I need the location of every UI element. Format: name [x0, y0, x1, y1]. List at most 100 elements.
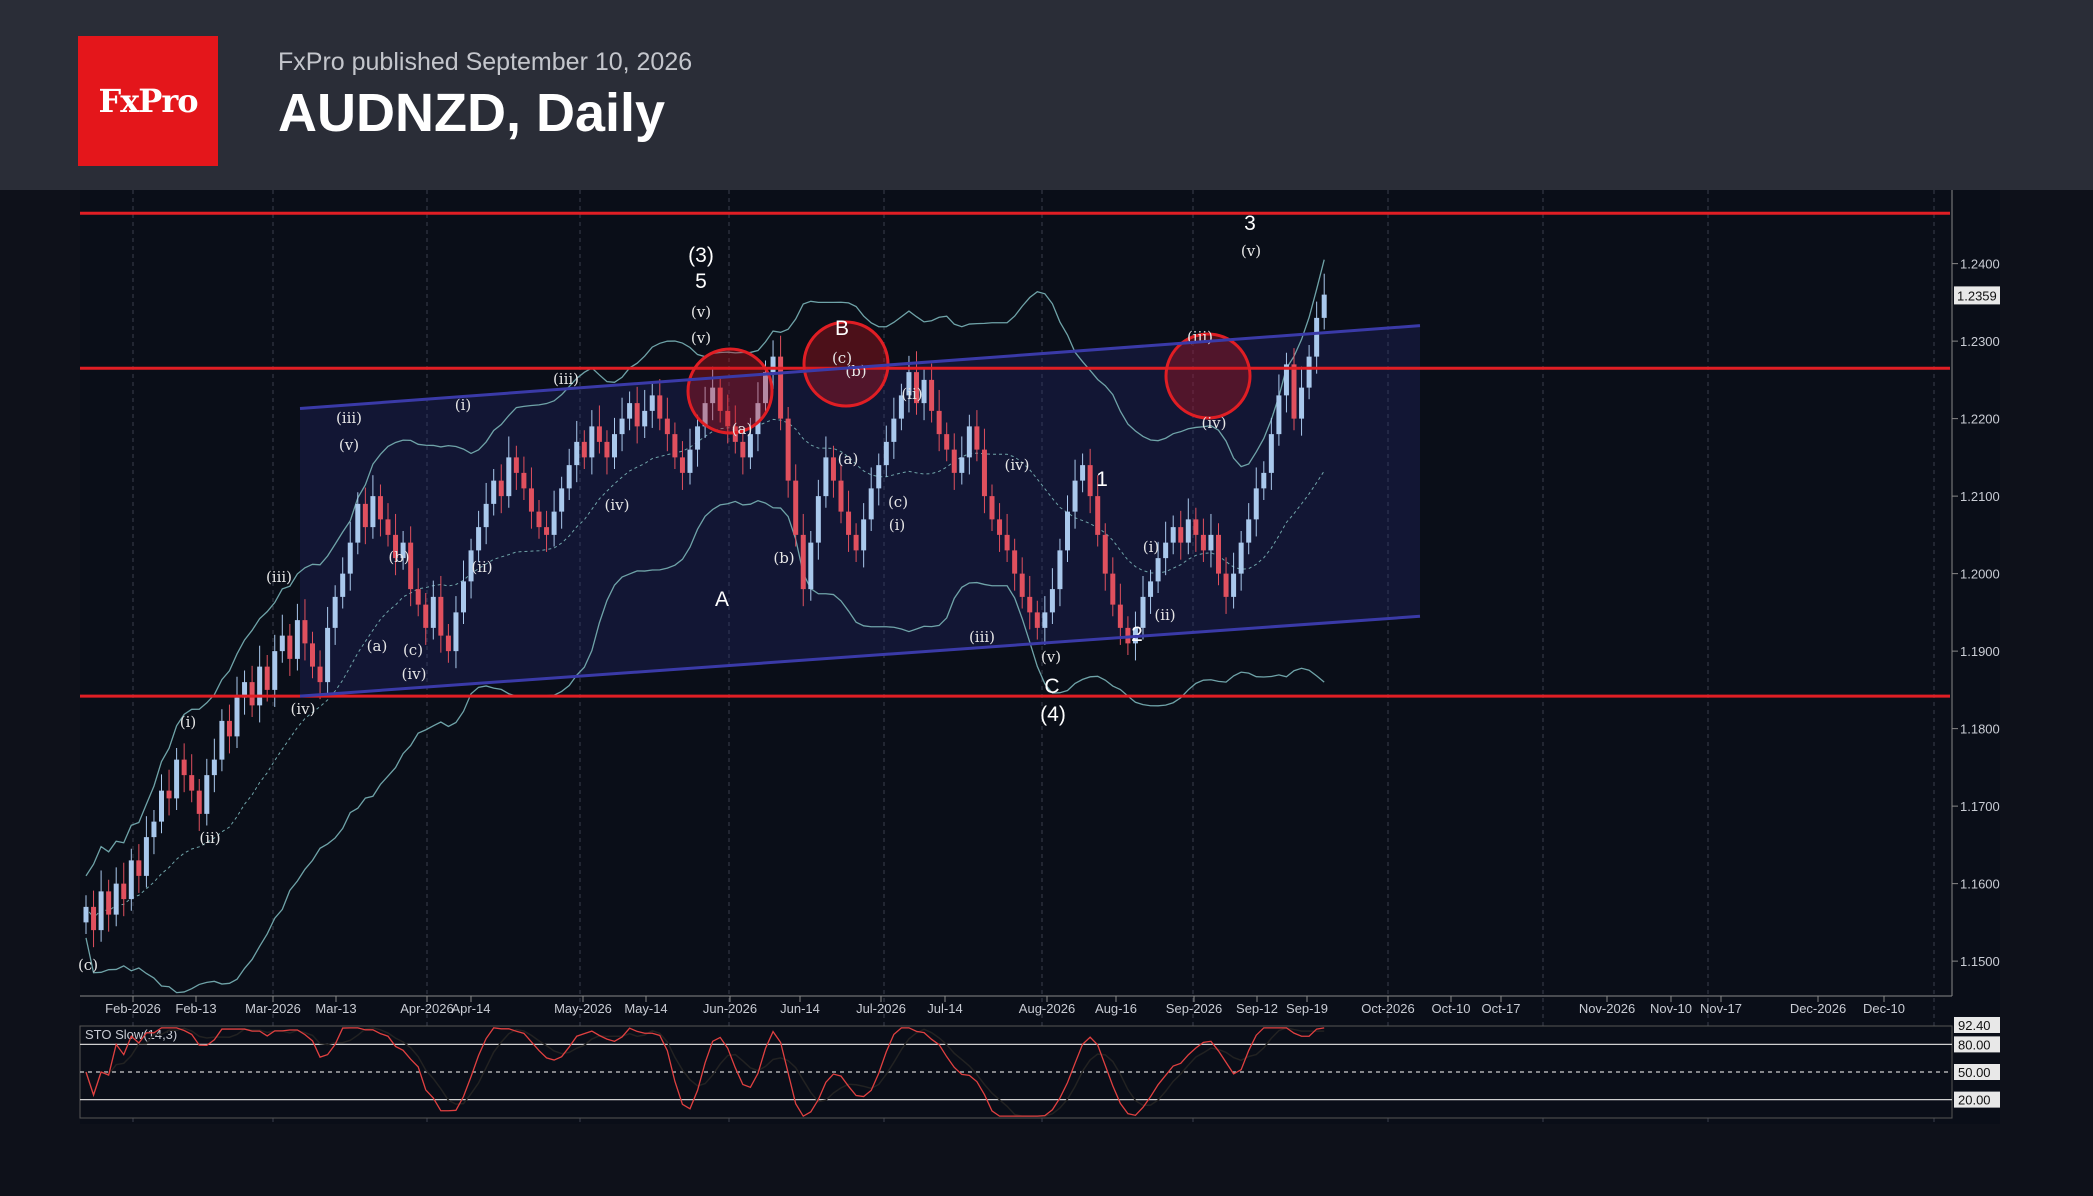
- candle-body: [287, 635, 293, 659]
- candle-body: [1148, 581, 1154, 597]
- candle-body: [755, 403, 761, 435]
- candle-body: [1027, 596, 1033, 613]
- time-tick-label: Dec-2026: [1790, 1001, 1846, 1016]
- channel-upper-line: [299, 324, 1421, 411]
- candle-body: [649, 395, 655, 411]
- wave-label: (ii): [901, 385, 922, 403]
- price-tick-label: 1.1800: [1960, 722, 2000, 737]
- wave-label: B: [835, 317, 849, 340]
- candle-body: [226, 720, 232, 737]
- candle-body: [642, 410, 648, 427]
- candle-body: [1314, 317, 1320, 357]
- candle-body: [830, 457, 836, 481]
- candle-body: [914, 372, 919, 404]
- candle-body: [717, 387, 723, 411]
- candle-body: [430, 596, 436, 628]
- candle-body: [846, 511, 852, 535]
- time-tick-label: Jun-14: [780, 1001, 820, 1016]
- candle-body: [823, 457, 829, 497]
- candle-body: [966, 426, 972, 458]
- candle-body: [1299, 387, 1305, 419]
- candle-body: [317, 666, 323, 683]
- candle-body: [679, 457, 685, 473]
- candle-body: [151, 821, 157, 838]
- fxpro-logo: FxPro: [78, 36, 218, 166]
- candle-body: [1268, 434, 1274, 473]
- candle-body: [159, 790, 164, 822]
- candle-body: [423, 604, 429, 628]
- candle-body: [1034, 612, 1040, 628]
- stoch-level-box: [1954, 1091, 2000, 1108]
- candle-body: [211, 759, 217, 776]
- candle-body: [657, 395, 663, 419]
- stoch-level-box: [1954, 1064, 2000, 1080]
- candle-body: [989, 496, 995, 520]
- stochastic-panel: 80.00 50.00 20.00 92.40 STO Slow(14,3): [79, 1016, 2000, 1119]
- candle-body: [929, 379, 935, 411]
- highlight-circles: [686, 320, 1252, 435]
- candle-body: [1216, 534, 1221, 574]
- last-price-label: 1.2359: [1957, 288, 1997, 303]
- candle-body: [242, 682, 248, 698]
- candle-body: [393, 534, 399, 559]
- header-bar: FxPro FxPro published September 10, 2026…: [0, 0, 2093, 190]
- wave-label: 1: [1096, 468, 1108, 491]
- time-tick-label: May-2026: [554, 1001, 612, 1016]
- candle-body: [981, 449, 987, 497]
- price-tick-label: 1.2400: [1960, 257, 2000, 272]
- wave-label: (v): [691, 303, 711, 321]
- wave-label: 2: [1131, 623, 1143, 646]
- wave-label: (i): [1143, 538, 1160, 556]
- candle-body: [1095, 496, 1101, 535]
- time-tick-label: Feb-13: [175, 1001, 216, 1016]
- price-tick-label: 1.1600: [1960, 877, 2000, 892]
- bollinger-lower: [85, 499, 1325, 994]
- candle-body: [815, 496, 821, 543]
- candle-body: [196, 790, 202, 814]
- candle-body: [128, 860, 134, 900]
- wave-label: (v): [1041, 648, 1061, 666]
- candle-body: [627, 403, 633, 419]
- candle-body: [778, 356, 784, 419]
- candle-body: [612, 434, 617, 458]
- candle-body: [1238, 542, 1244, 574]
- wave-label: (ii): [471, 558, 492, 576]
- candle-body: [1012, 550, 1018, 574]
- candle-body: [951, 449, 957, 473]
- candle-body: [566, 465, 572, 489]
- candle-body: [1163, 542, 1169, 559]
- candle-body: [264, 666, 270, 690]
- candle-body: [604, 441, 610, 458]
- wave-label: 5: [695, 270, 707, 293]
- candle-body: [664, 418, 670, 435]
- wave-label: (i): [455, 396, 472, 414]
- wave-label: (i): [889, 516, 906, 534]
- time-tick-label: Sep-12: [1236, 1001, 1278, 1016]
- candle-body: [695, 426, 701, 450]
- time-tick-label: Nov-2026: [1579, 1001, 1635, 1016]
- price-tick-label: 1.1700: [1960, 799, 2000, 814]
- candle-body: [1170, 527, 1176, 543]
- candle-body: [310, 643, 315, 667]
- candle-body: [891, 418, 897, 442]
- price-tick-label: 1.2000: [1960, 567, 2000, 582]
- candle-body: [294, 620, 300, 659]
- time-tick-label: Jul-2026: [856, 1001, 906, 1016]
- candle-body: [596, 426, 602, 442]
- candle-body: [1261, 472, 1267, 489]
- candle-body: [672, 434, 678, 458]
- candle-body: [453, 612, 459, 652]
- candle-body: [1072, 480, 1078, 512]
- candle-body: [1049, 589, 1055, 613]
- candle-body: [544, 527, 550, 535]
- candle-body: [936, 410, 942, 435]
- stoch-level-label: 20.00: [1958, 1093, 1991, 1108]
- candle-body: [415, 589, 421, 605]
- price-tick-label: 1.2200: [1960, 412, 2000, 427]
- wave-label: (i): [180, 713, 197, 731]
- stoch-level-box: [1954, 1036, 2000, 1053]
- candle-body: [921, 379, 927, 404]
- time-tick-label: Apr-14: [451, 1001, 490, 1016]
- candle-body: [559, 488, 565, 512]
- highlight-circle: [686, 347, 774, 435]
